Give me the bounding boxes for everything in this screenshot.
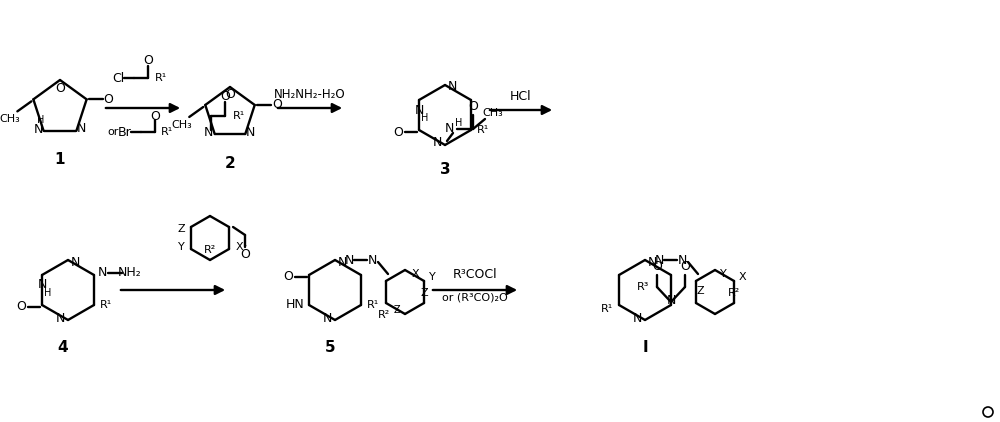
Text: R²: R² <box>204 245 216 255</box>
Text: O: O <box>240 247 250 260</box>
Text: O: O <box>150 109 160 122</box>
Text: Z: Z <box>420 288 428 298</box>
Text: X: X <box>235 242 243 252</box>
Text: Y: Y <box>720 269 726 279</box>
Text: O: O <box>272 98 282 111</box>
Text: Z: Z <box>177 224 185 234</box>
Text: O: O <box>283 271 293 284</box>
Text: N: N <box>414 103 424 116</box>
Text: O: O <box>104 93 114 106</box>
Text: N: N <box>367 254 377 267</box>
Text: Y: Y <box>178 242 184 252</box>
Text: N: N <box>432 136 442 149</box>
Text: N: N <box>246 125 255 138</box>
Text: N: N <box>444 122 454 135</box>
Text: HN: HN <box>286 298 304 311</box>
Text: N: N <box>447 81 457 94</box>
Text: 5: 5 <box>325 341 335 355</box>
Text: N: N <box>37 279 47 292</box>
Text: 2: 2 <box>225 155 235 170</box>
Text: N: N <box>666 295 676 308</box>
Text: R¹: R¹ <box>367 300 379 310</box>
Text: N: N <box>337 255 347 268</box>
Text: CH₃: CH₃ <box>0 114 20 124</box>
Text: 4: 4 <box>58 341 68 355</box>
Text: O: O <box>652 260 662 273</box>
Text: Cl: Cl <box>112 71 124 84</box>
Text: O: O <box>393 125 403 138</box>
Text: or: or <box>107 127 119 137</box>
Text: Z: Z <box>394 305 400 315</box>
Text: R³COCl: R³COCl <box>453 268 497 281</box>
Text: O: O <box>468 100 478 114</box>
Text: CH₃: CH₃ <box>171 120 192 130</box>
Text: N: N <box>97 267 107 279</box>
Text: R¹: R¹ <box>100 300 112 310</box>
Text: N: N <box>70 255 80 268</box>
Text: O: O <box>680 260 690 273</box>
Text: I: I <box>642 341 648 355</box>
Text: Z: Z <box>696 286 704 296</box>
Text: R³: R³ <box>637 282 649 292</box>
Text: O: O <box>220 89 230 103</box>
Text: NH₂NH₂-H₂O: NH₂NH₂-H₂O <box>274 89 346 102</box>
Text: O: O <box>143 54 153 67</box>
Text: X: X <box>411 269 419 279</box>
Text: N: N <box>632 311 642 325</box>
Text: H: H <box>455 118 463 128</box>
Text: N: N <box>77 122 86 135</box>
Text: N: N <box>322 311 332 325</box>
Text: R¹: R¹ <box>155 73 167 83</box>
Text: Br: Br <box>118 125 132 138</box>
Text: O: O <box>225 89 235 102</box>
Text: HCl: HCl <box>510 90 532 103</box>
Text: NH₂: NH₂ <box>118 267 142 279</box>
Text: H: H <box>44 288 52 298</box>
Text: R²: R² <box>378 310 390 320</box>
Text: N: N <box>204 125 213 138</box>
Text: N: N <box>55 311 65 325</box>
Text: CH₃: CH₃ <box>483 108 503 118</box>
Text: :: : <box>244 242 248 252</box>
Text: R¹: R¹ <box>477 125 489 135</box>
Text: O: O <box>16 300 26 314</box>
Text: or (R³CO)₂O: or (R³CO)₂O <box>442 293 508 303</box>
Text: R¹: R¹ <box>161 127 173 137</box>
Text: R¹: R¹ <box>601 304 613 314</box>
Text: H: H <box>421 113 429 123</box>
Text: R¹: R¹ <box>233 111 245 121</box>
Text: H: H <box>37 115 44 124</box>
Text: 1: 1 <box>55 152 65 168</box>
Text: N: N <box>34 123 43 136</box>
Text: N: N <box>654 254 664 267</box>
Text: N: N <box>647 255 657 268</box>
Text: 3: 3 <box>440 162 450 178</box>
Text: N: N <box>344 254 354 267</box>
Text: O: O <box>55 81 65 95</box>
Text: N: N <box>677 254 687 267</box>
Text: R²: R² <box>728 288 740 298</box>
Text: Y: Y <box>429 272 435 282</box>
Text: X: X <box>738 272 746 282</box>
